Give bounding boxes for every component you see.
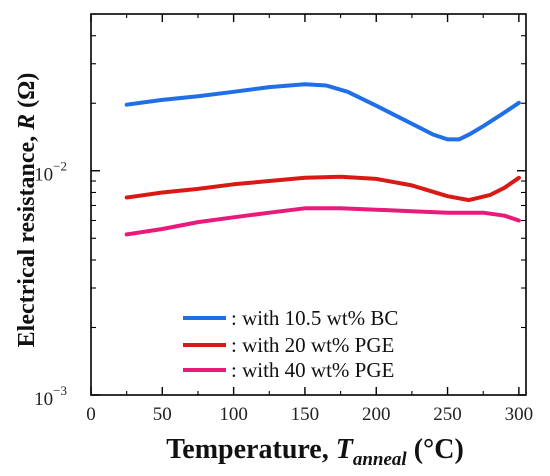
x-tick-label: 0	[86, 404, 96, 425]
x-tick-label: 250	[433, 404, 462, 425]
axis-ticks: 0 50 100 150 200 250 300 10−3 10−2	[34, 13, 534, 425]
legend-label: : with 40 wt% PGE	[231, 358, 394, 382]
series-line-1	[124, 82, 521, 142]
series-line-2	[124, 174, 521, 203]
x-tick-label: 300	[505, 404, 534, 425]
y-tick-label: 10−3	[34, 383, 67, 410]
x-axis-title: Temperature, Tanneal (°C)	[166, 434, 464, 470]
legend-label: : with 20 wt% PGE	[231, 333, 394, 357]
series-lines	[124, 82, 521, 237]
y-axis-title: Electrical resistance, R (Ω)	[14, 73, 40, 348]
plot-area	[90, 13, 527, 396]
series-line-3	[124, 206, 521, 237]
x-tick-label: 200	[362, 404, 391, 425]
y-tick-label: 10−2	[34, 159, 67, 186]
legend-label: : with 10.5 wt% BC	[231, 306, 398, 330]
x-tick-label: 50	[153, 404, 172, 425]
x-tick-label: 150	[291, 404, 320, 425]
x-tick-label: 100	[219, 404, 248, 425]
legend: : with 10.5 wt% BC : with 20 wt% PGE: wit…	[183, 306, 398, 382]
plot-frame	[90, 13, 527, 396]
